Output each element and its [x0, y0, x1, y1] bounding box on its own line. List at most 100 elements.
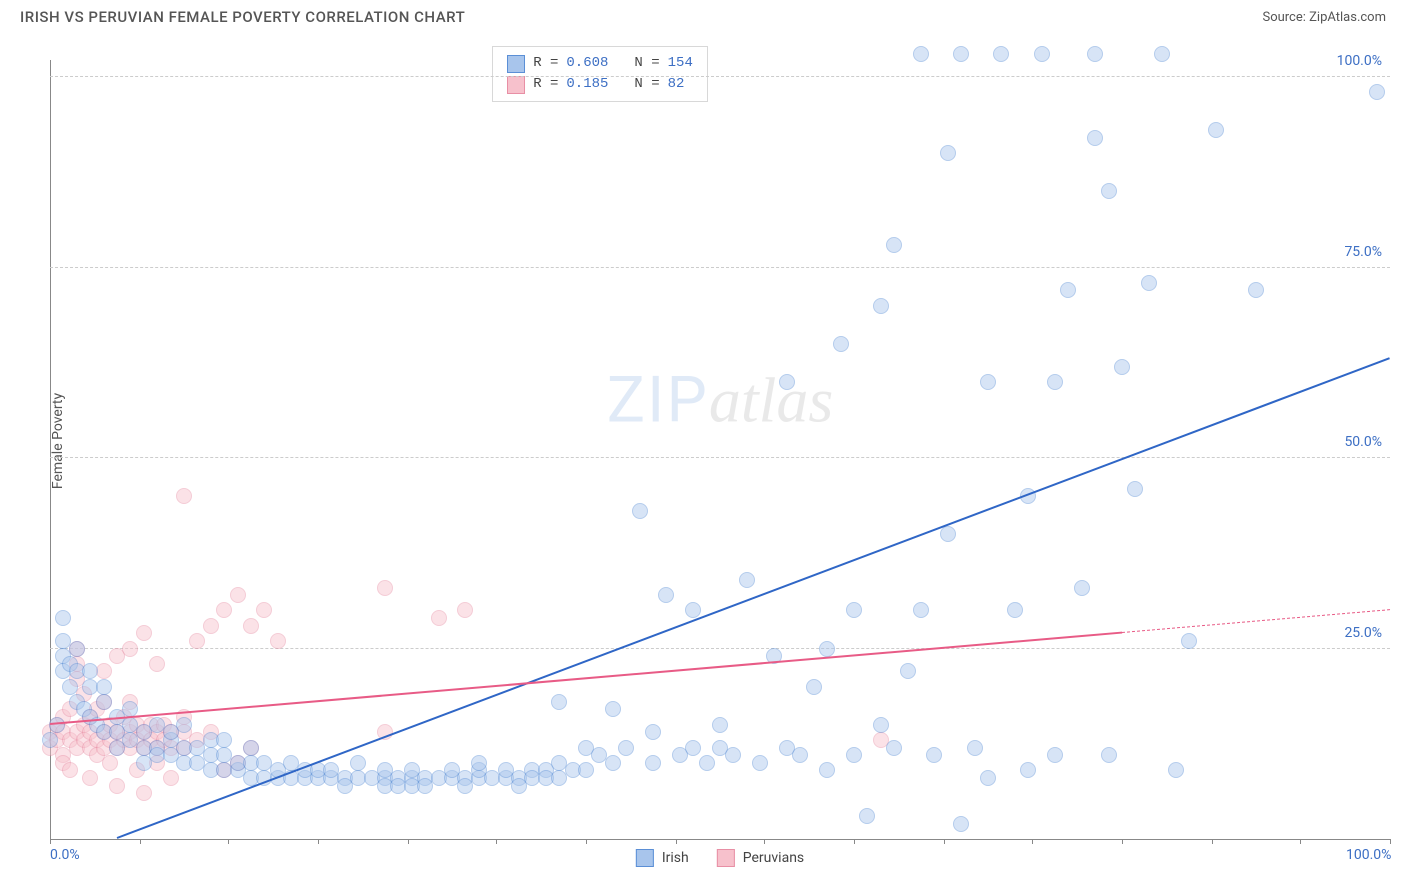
data-point-irish: [712, 717, 728, 733]
data-point-irish: [913, 46, 929, 62]
y-tick-label: 25.0%: [1344, 625, 1382, 641]
correlation-legend: R =0.608N =154R = 0.185N = 82: [492, 46, 708, 102]
x-tick: [586, 839, 587, 844]
data-point-peruvians: [149, 656, 165, 672]
x-tick: [50, 839, 51, 844]
data-point-irish: [1087, 130, 1103, 146]
data-point-irish: [42, 732, 58, 748]
x-tick: [854, 839, 855, 844]
legend-row-peruvians: R = 0.185N = 82: [507, 74, 693, 95]
data-point-irish: [739, 572, 755, 588]
data-point-irish: [618, 740, 634, 756]
data-point-irish: [926, 747, 942, 763]
legend-r-value: 0.185: [566, 74, 608, 95]
data-point-irish: [605, 701, 621, 717]
gridline: [50, 267, 1390, 268]
data-point-peruvians: [230, 587, 246, 603]
data-point-irish: [632, 503, 648, 519]
data-point-irish: [819, 641, 835, 657]
series-legend-item-peruvians: Peruvians: [717, 849, 804, 867]
x-tick-label: 100.0%: [1346, 847, 1391, 863]
watermark: ZIPatlas: [607, 362, 834, 437]
data-point-irish: [55, 610, 71, 626]
data-point-irish: [216, 732, 232, 748]
legend-swatch: [507, 76, 525, 94]
data-point-irish: [953, 46, 969, 62]
data-point-irish: [96, 679, 112, 695]
x-tick: [318, 839, 319, 844]
data-point-peruvians: [176, 488, 192, 504]
data-point-irish: [1074, 580, 1090, 596]
data-point-irish: [1114, 359, 1130, 375]
data-point-irish: [176, 717, 192, 733]
data-point-irish: [792, 747, 808, 763]
x-tick: [1300, 839, 1301, 844]
data-point-peruvians: [136, 785, 152, 801]
data-point-peruvians: [243, 618, 259, 634]
data-point-peruvians: [189, 633, 205, 649]
gridline: [50, 76, 1390, 77]
data-point-irish: [82, 663, 98, 679]
data-point-irish: [980, 770, 996, 786]
data-point-irish: [1181, 633, 1197, 649]
data-point-irish: [1020, 762, 1036, 778]
data-point-irish: [1141, 275, 1157, 291]
data-point-peruvians: [216, 602, 232, 618]
data-point-irish: [819, 762, 835, 778]
data-point-peruvians: [82, 770, 98, 786]
x-tick: [764, 839, 765, 844]
data-point-peruvians: [270, 633, 286, 649]
data-point-irish: [913, 602, 929, 618]
data-point-irish: [806, 679, 822, 695]
y-tick-label: 75.0%: [1344, 244, 1382, 260]
data-point-irish: [645, 755, 661, 771]
data-point-irish: [886, 237, 902, 253]
data-point-irish: [752, 755, 768, 771]
data-point-irish: [967, 740, 983, 756]
x-tick: [944, 839, 945, 844]
trend-line: [50, 631, 1122, 724]
data-point-irish: [1168, 762, 1184, 778]
legend-n-value: 154: [668, 53, 693, 74]
data-point-irish: [658, 587, 674, 603]
gridline: [50, 457, 1390, 458]
data-point-peruvians: [377, 580, 393, 596]
legend-n-label: N =: [634, 53, 659, 74]
x-tick: [1122, 839, 1123, 844]
x-tick-label: 0.0%: [50, 847, 80, 863]
x-tick: [676, 839, 677, 844]
x-tick: [1212, 839, 1213, 844]
data-point-irish: [69, 641, 85, 657]
x-tick: [1390, 839, 1391, 844]
data-point-irish: [62, 679, 78, 695]
y-tick-label: 100.0%: [1337, 53, 1382, 69]
series-legend-item-irish: Irish: [636, 849, 689, 867]
data-point-irish: [953, 816, 969, 832]
data-point-irish: [993, 46, 1009, 62]
data-point-irish: [471, 755, 487, 771]
x-tick: [1032, 839, 1033, 844]
data-point-irish: [1047, 747, 1063, 763]
series-label: Peruvians: [743, 850, 804, 866]
data-point-irish: [873, 717, 889, 733]
data-point-irish: [1101, 183, 1117, 199]
data-point-irish: [685, 602, 701, 618]
data-point-irish: [1007, 602, 1023, 618]
data-point-irish: [846, 747, 862, 763]
legend-r-label: R =: [533, 74, 558, 95]
legend-r-label: R =: [533, 53, 558, 74]
data-point-irish: [645, 724, 661, 740]
data-point-irish: [1248, 282, 1264, 298]
data-point-irish: [1208, 122, 1224, 138]
data-point-irish: [243, 740, 259, 756]
data-point-irish: [605, 755, 621, 771]
data-point-peruvians: [62, 762, 78, 778]
y-tick-label: 50.0%: [1344, 434, 1382, 450]
series-label: Irish: [662, 850, 689, 866]
data-point-irish: [1047, 374, 1063, 390]
data-point-irish: [350, 755, 366, 771]
data-point-irish: [1101, 747, 1117, 763]
series-legend: Irish Peruvians: [636, 849, 804, 867]
legend-row-irish: R =0.608N =154: [507, 53, 693, 74]
plot-area: ZIPatlas R =0.608N =154R = 0.185N = 82 I…: [50, 40, 1390, 840]
